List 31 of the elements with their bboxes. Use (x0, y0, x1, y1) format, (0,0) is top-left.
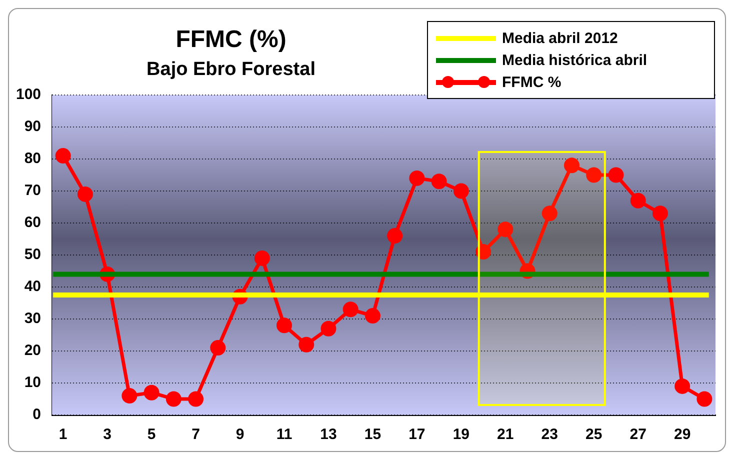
y-tick-label: 60 (24, 214, 42, 232)
chart-subtitle: Bajo Ebro Forestal (146, 59, 316, 80)
y-tick-label: 80 (24, 150, 42, 168)
x-tick-label: 1 (58, 426, 68, 444)
legend-label: FFMC % (502, 74, 562, 90)
y-tick-label: 100 (16, 86, 42, 104)
x-tick-label: 19 (452, 426, 470, 444)
x-tick-label: 23 (541, 426, 558, 444)
x-tick-label: 9 (236, 426, 244, 444)
x-tick-label: 13 (320, 426, 337, 444)
y-tick-label: 50 (24, 246, 42, 264)
legend-label: Media histórica abril (502, 52, 648, 68)
x-tick-label: 15 (364, 426, 382, 444)
legend-label: Media abril 2012 (502, 30, 618, 46)
y-tick-label: 90 (24, 118, 42, 136)
x-tick-label: 11 (276, 426, 292, 444)
x-tick-label: 27 (630, 426, 646, 444)
y-tick-label: 40 (24, 278, 42, 296)
chart-title: FFMC (%) (176, 26, 286, 53)
y-tick-label: 70 (24, 182, 42, 200)
y-tick-label: 30 (24, 310, 42, 328)
y-tick-label: 10 (24, 374, 42, 392)
y-tick-label: 0 (32, 406, 42, 424)
x-tick-label: 29 (674, 426, 691, 444)
x-tick-label: 21 (497, 426, 514, 444)
x-tick-label: 7 (192, 426, 200, 444)
x-tick-label: 25 (586, 426, 602, 444)
x-tick-label: 17 (408, 426, 426, 444)
x-tick-label: 5 (147, 426, 156, 444)
y-tick-label: 20 (24, 342, 42, 360)
x-tick-label: 3 (103, 426, 112, 444)
